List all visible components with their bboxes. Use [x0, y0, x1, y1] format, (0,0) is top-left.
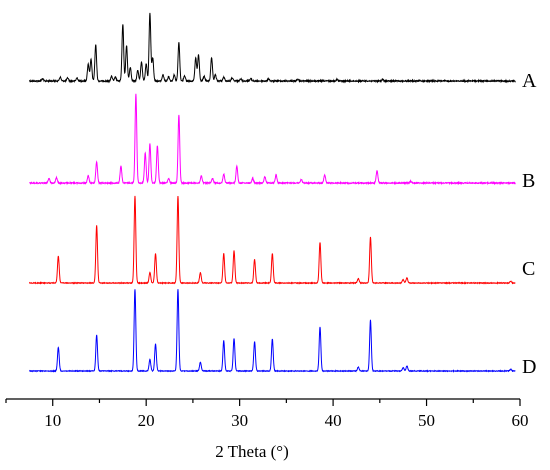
series-label-C: C [522, 258, 535, 280]
x-tick-label-20: 20 [138, 411, 155, 430]
series-label-A: A [522, 70, 537, 92]
trace-C [28, 195, 516, 285]
x-tick-label-30: 30 [231, 411, 248, 430]
series-label-B: B [522, 170, 535, 192]
series-labels-group: A B C D [522, 70, 537, 378]
x-tick-label-10: 10 [44, 411, 61, 430]
traces-group [28, 12, 516, 373]
trace-A [28, 12, 516, 84]
x-axis-label: 2 Theta (°) [215, 442, 289, 461]
trace-D [28, 289, 516, 373]
x-axis-ticks: 10 20 30 40 50 60 [5, 399, 529, 430]
x-tick-label-50: 50 [418, 411, 435, 430]
x-tick-label-60: 60 [512, 411, 529, 430]
x-tick-label-40: 40 [325, 411, 342, 430]
series-label-D: D [522, 356, 536, 378]
trace-B [29, 93, 516, 186]
